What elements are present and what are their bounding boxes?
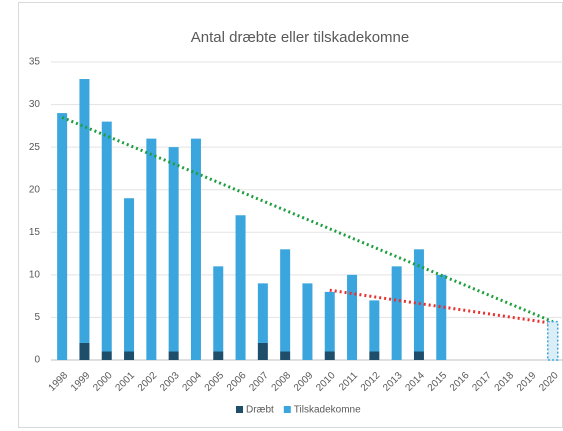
trendline [61, 115, 554, 324]
bar-segment [324, 351, 335, 360]
highlight-box [547, 320, 559, 361]
y-tick-label: 5 [34, 312, 40, 323]
bar-segment [413, 351, 424, 360]
y-tick-label: 20 [29, 184, 41, 195]
bar-segment [257, 342, 268, 360]
bar-segment [280, 249, 291, 352]
bar-segment [302, 283, 313, 360]
bar-segment [235, 215, 246, 360]
bar-segment [369, 351, 380, 360]
bar-segment [391, 266, 402, 360]
legend-label: Tilskadekomne [294, 405, 361, 416]
bar-segment [101, 121, 112, 352]
bar-segment [369, 300, 380, 352]
bar-segment [413, 249, 424, 352]
bar-segment [168, 147, 179, 352]
bar-segment [101, 351, 112, 360]
bar-segment [168, 351, 179, 360]
y-tick-label: 10 [29, 269, 41, 280]
y-tick-label: 25 [29, 142, 41, 153]
y-tick-label: 35 [29, 57, 41, 68]
bar-segment [347, 274, 358, 360]
bar-segment [324, 291, 335, 352]
bar-segment [213, 351, 224, 360]
bar-segment [124, 198, 135, 352]
y-tick-label: 0 [34, 355, 40, 366]
bar-segment [57, 113, 68, 360]
legend-swatch [236, 406, 243, 413]
bar-segment [213, 266, 224, 352]
chart-frame [18, 2, 563, 428]
bar-segment [436, 274, 447, 360]
bar-segment [280, 351, 291, 360]
bar-segment [79, 79, 90, 343]
chart-title: Antal dræbte eller tilskadekomne [191, 29, 409, 46]
bar-segment [146, 138, 157, 360]
bar-segment [124, 351, 135, 360]
legend-label: Dræbt [246, 405, 274, 416]
bar-segment [190, 138, 201, 360]
bar-segment [257, 283, 268, 343]
bar-segment [79, 342, 90, 360]
y-tick-label: 30 [29, 99, 41, 110]
y-tick-label: 15 [29, 227, 41, 238]
legend-swatch [283, 406, 291, 413]
